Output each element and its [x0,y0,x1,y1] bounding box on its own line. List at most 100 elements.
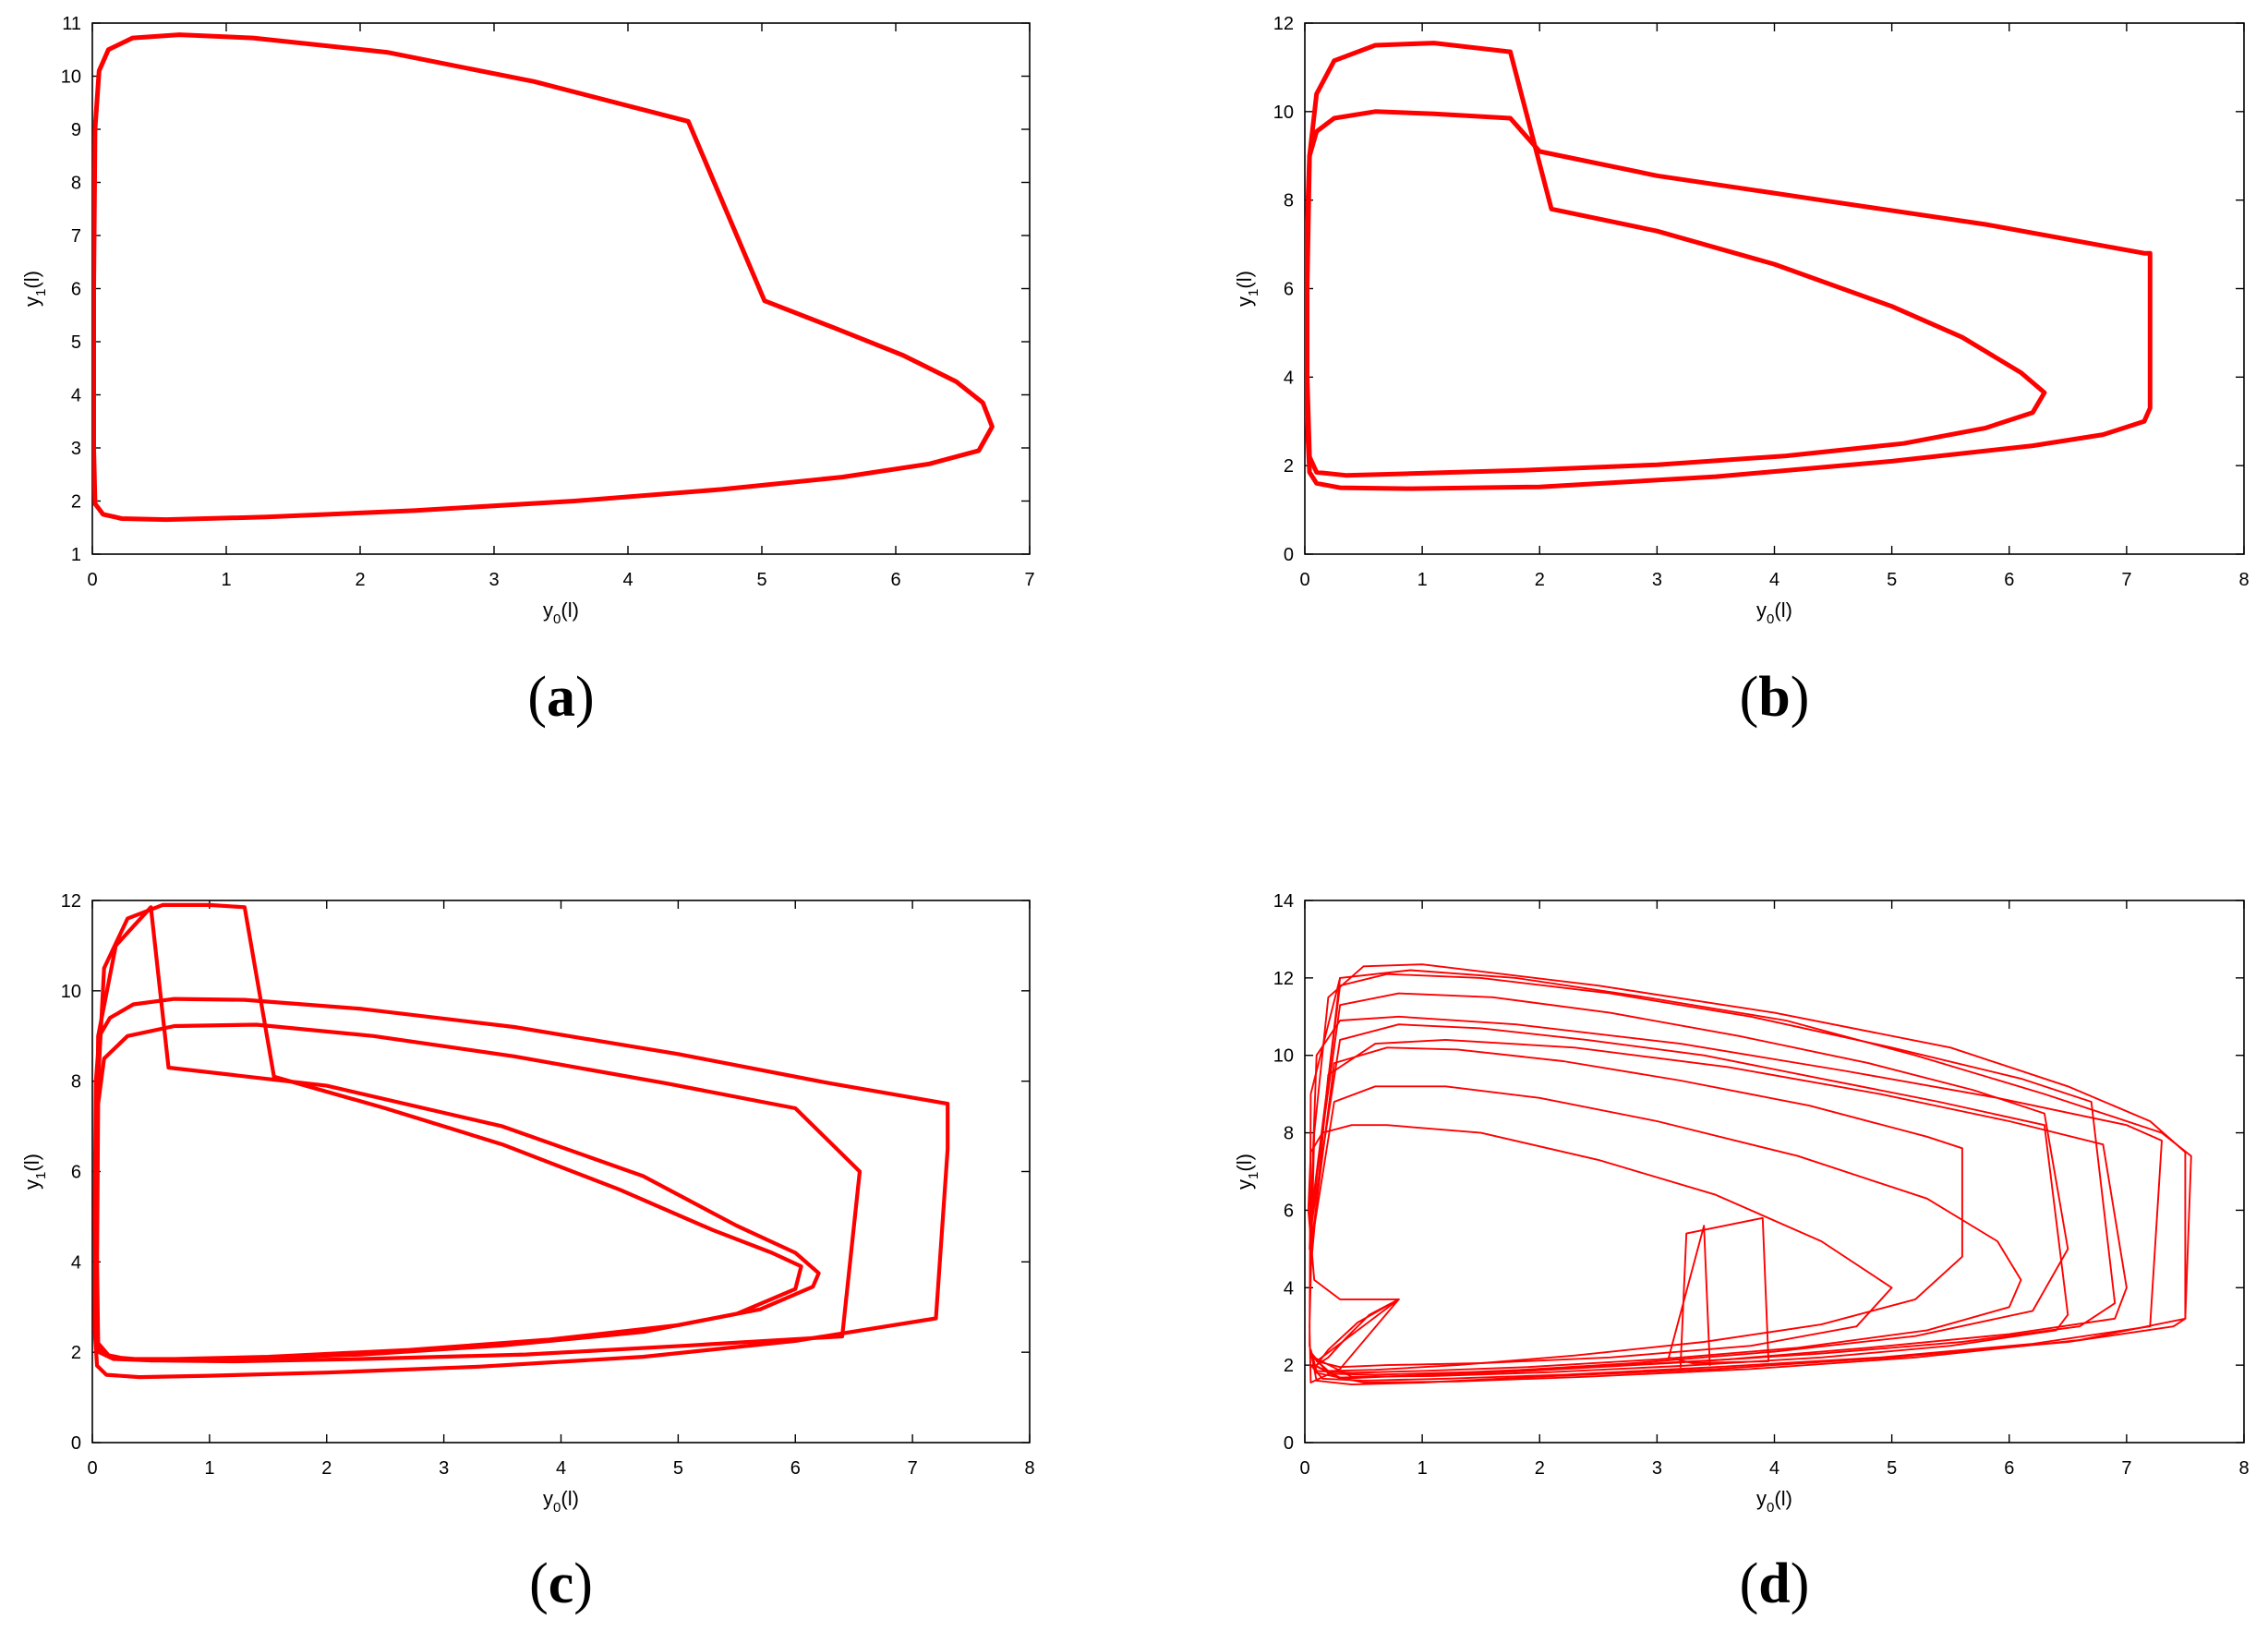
x-tick-label: 2 [355,570,365,590]
x-tick-label: 4 [622,570,633,590]
x-tick-label: 8 [2238,570,2249,590]
x-tick-label: 0 [1299,1458,1309,1479]
y-tick-label: 6 [1284,1201,1294,1221]
x-tick-label: 3 [1652,570,1662,590]
y-tick-label: 0 [71,1433,81,1454]
series-group [92,902,950,1380]
x-tick-label: 6 [890,570,900,590]
x-axis-label: y0(l) [543,598,579,627]
series-line-3 [1309,1015,2163,1382]
x-tick-label: 5 [1887,570,1897,590]
x-tick-label: 6 [2004,1458,2014,1479]
y-tick-label: 10 [61,67,81,88]
x-axis-label: y0(l) [1756,1487,1792,1516]
y-axis-label: y1(l) [1233,271,1261,307]
x-tick-label: 8 [1024,1458,1034,1479]
y-tick-label: 3 [71,439,81,459]
panel-caption: (c) [529,1552,593,1615]
y-tick-label: 5 [71,332,81,353]
y-tick-label: 2 [1284,456,1294,477]
x-axis-label: y0(l) [1756,598,1792,627]
y-tick-label: 2 [71,492,81,513]
x-tick-label: 1 [204,1458,214,1479]
series-line-9 [1310,992,2069,1380]
y-tick-label: 8 [1284,1124,1294,1144]
y-tick-label: 2 [1284,1356,1294,1376]
y-tick-label: 8 [1284,191,1294,211]
x-tick-label: 4 [1769,570,1779,590]
y-tick-label: 6 [71,1163,81,1183]
y-tick-label: 9 [71,120,81,140]
x-tick-label: 7 [2121,1458,2131,1479]
series-line-2 [93,905,863,1364]
series-line-8 [1309,1046,1963,1372]
y-tick-label: 4 [1284,368,1294,388]
panel-caption: (d) [1740,1552,1810,1615]
series-group [1305,41,2153,491]
y-axis-label: y1(l) [1233,1154,1261,1190]
series-line-10 [1309,969,2192,1383]
x-tick-label: 1 [1418,570,1428,590]
y-tick-label: 2 [71,1343,81,1363]
y-tick-label: 12 [61,891,81,912]
series-line-2 [1305,41,2153,491]
x-tick-label: 5 [1887,1458,1897,1479]
y-tick-label: 12 [1273,969,1294,989]
y-tick-label: 12 [1273,14,1294,34]
x-tick-label: 1 [1418,1458,1428,1479]
panel-caption: (a) [527,666,594,729]
y-tick-label: 10 [61,982,81,1002]
x-tick-label: 6 [2004,570,2014,590]
x-tick-label: 2 [321,1458,332,1479]
series-line-1 [1307,1124,1893,1369]
x-tick-label: 5 [756,570,766,590]
x-tick-label: 3 [439,1458,449,1479]
x-tick-label: 7 [908,1458,918,1479]
series-line-1 [92,32,995,523]
series-line-6 [1310,973,2117,1379]
x-tick-label: 4 [1769,1458,1779,1479]
y-tick-label: 14 [1273,891,1294,912]
y-tick-label: 6 [71,280,81,300]
y-tick-label: 7 [71,226,81,247]
y-tick-label: 4 [1284,1278,1294,1299]
y-tick-label: 10 [1273,1046,1294,1067]
x-tick-label: 0 [87,1458,97,1479]
x-tick-label: 2 [1535,1458,1545,1479]
series-line-4 [1309,1038,2128,1376]
x-tick-label: 5 [673,1458,683,1479]
series-line-2 [1309,963,2187,1386]
y-tick-label: 4 [71,1252,81,1273]
y-tick-label: 6 [1284,280,1294,300]
panel-caption: (b) [1740,666,1810,729]
y-tick-label: 0 [1284,1433,1294,1454]
y-axis-label: y1(l) [20,271,49,307]
x-tick-label: 4 [556,1458,566,1479]
x-tick-label: 0 [1299,570,1309,590]
x-tick-label: 8 [2238,1458,2249,1479]
y-tick-label: 11 [62,14,81,34]
y-tick-label: 4 [71,386,81,406]
x-axis-label: y0(l) [543,1487,579,1516]
plot-frame [91,22,1031,555]
series-line-12 [1668,1216,1770,1369]
series-line-1 [92,902,950,1380]
x-tick-label: 6 [790,1458,801,1479]
x-tick-label: 0 [87,570,97,590]
x-tick-label: 2 [1535,570,1545,590]
y-tick-label: 8 [71,174,81,194]
series-group [1307,963,2192,1386]
series-line-11 [1315,1298,1400,1367]
y-tick-label: 0 [1284,545,1294,565]
series-group [92,32,995,523]
series-line-1 [1305,49,2047,478]
x-tick-label: 1 [221,570,231,590]
y-axis-label: y1(l) [20,1154,49,1190]
y-tick-label: 10 [1273,103,1294,123]
x-tick-label: 3 [489,570,499,590]
series-line-5 [1309,1085,2022,1374]
